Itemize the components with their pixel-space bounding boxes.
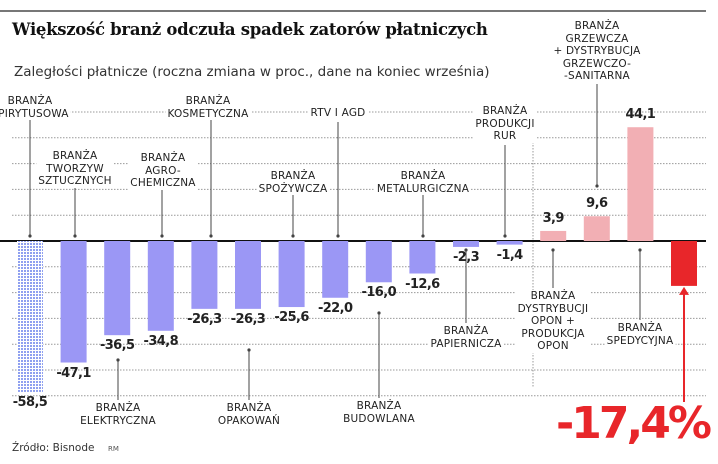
category-label: BRANŻA PAPIERNICZA [428,325,504,350]
bar [17,241,43,392]
bar [409,241,436,274]
bar [60,241,87,363]
leader-dot [421,234,425,238]
bar [191,241,218,309]
value-label: 44,1 [625,107,656,123]
value-label: -16,0 [361,285,397,301]
bar [104,241,131,336]
value-label: -22,0 [317,300,353,316]
leader-dot [73,234,77,238]
category-label: BRANŻA BUDOWLANA [341,400,417,425]
leader-dot [247,348,251,352]
category-label: BRANŻA PRODUKCJI RUR [473,105,537,143]
category-label: BRANŻA ELEKTRYCZNA [78,402,158,427]
value-label: -47,1 [56,365,91,381]
leader-dot [336,234,340,238]
chart-subtitle: Zaległości płatnicze (roczna zmiana w pr… [14,64,490,80]
value-label: -26,3 [230,311,266,327]
category-label: BRANŻA SPOŻYWCZA [256,170,330,195]
value-label: 3,9 [542,210,565,226]
bar [540,230,567,241]
leader-dot [291,234,295,238]
chart-title: Większość branż odczuła spadek zatorów p… [12,20,488,39]
arrow-head-icon [679,286,689,295]
bar [322,241,349,298]
leader-dot [116,358,120,362]
leader-dot [160,234,164,238]
leader-dot [464,248,468,252]
leader-dot [503,234,507,238]
leader-dot [595,184,599,188]
category-label: BRANŻA OPAKOWAŃ [215,402,283,427]
bar [453,241,479,247]
value-label: -1,4 [496,247,524,263]
category-label: RTV I AGD [308,107,368,120]
bar [496,241,523,245]
bar [278,241,305,308]
value-label: 9,6 [586,196,608,212]
category-label: BRANŻA AGRO- CHEMICZNA [128,152,198,190]
value-label: -2,3 [452,249,480,265]
category-label: BRANŻA TWORZYW SZTUCZNYCH [36,150,114,188]
value-label: -58,5 [12,394,48,410]
leader-dot [638,248,642,252]
category-label: BRANŻA GRZEWCZA + DYSTRYBUCJA GRZEWCZO- … [551,20,643,83]
bar [671,241,697,286]
category-label: BRANŻA DYSTRYBUCJI OPON + PRODUKCJA OPON [515,290,591,353]
category-label: BRANŻA SPEDYCYJNA [604,322,676,347]
source-note: Źródło: Bisnode [12,442,95,454]
value-label: -34,8 [143,333,179,349]
bar [583,216,610,241]
category-label: BRANŻA SPIRYTUSOWA [0,95,71,120]
bar [235,241,261,309]
leader-dot [377,311,381,315]
total-change-highlight: -17,4% [556,398,712,449]
category-label: BRANŻA KOSMETYCZNA [165,95,251,120]
leader-dot [28,234,32,238]
leader-dot [551,248,555,252]
author-mark: RM [108,445,119,453]
value-label: -36,5 [99,338,135,354]
bar [147,241,174,331]
top-rule [0,10,706,12]
value-label: -25,6 [274,310,309,326]
category-label: BRANŻA METALURGICZNA [374,170,472,195]
value-label: -26,3 [187,311,222,327]
value-label: -12,6 [405,276,440,292]
leader-dot [209,234,213,238]
bar [365,241,392,283]
bar [627,127,654,241]
